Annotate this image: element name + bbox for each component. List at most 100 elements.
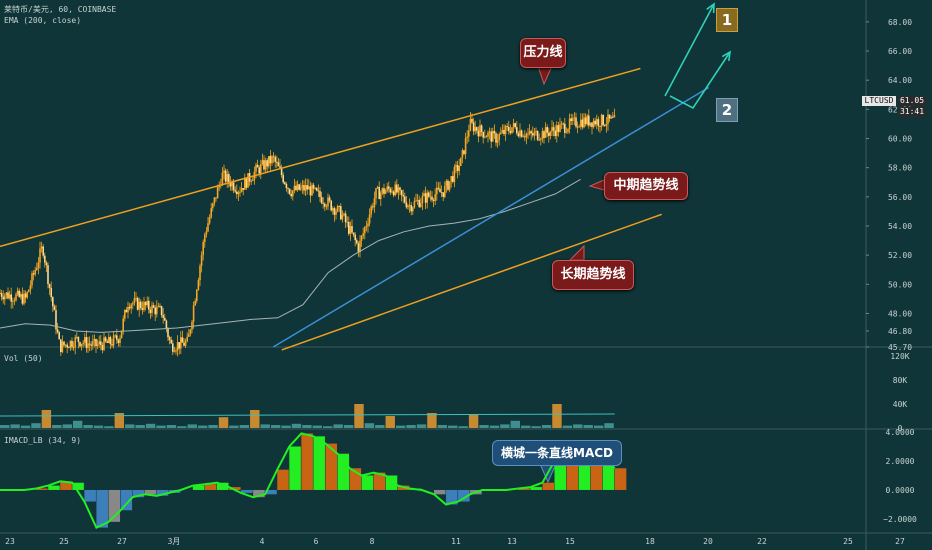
candle-body [12,300,14,302]
candle-body [125,309,128,313]
macd-bar [578,449,591,490]
candle-body [607,114,609,124]
candle-body [268,156,270,167]
macd-bar [361,475,374,490]
candle-body [183,342,185,346]
candle-body [160,306,163,316]
candle-body [180,337,182,349]
candle-body [279,166,281,168]
candle-body [293,185,296,191]
time-tick-label: 11 [451,537,461,546]
candle-body [100,341,102,346]
volume-bar [302,425,312,428]
candle-body [127,307,129,313]
candle-body [208,217,211,224]
candle-body [580,119,582,127]
candle-body [474,127,476,132]
candle-body [239,191,241,193]
candle-body [80,343,83,347]
price-tick-label: 45.70 [888,343,912,352]
candle-body [602,114,604,126]
candle-body [117,339,120,344]
volume-bar [114,413,125,428]
candle-body [346,221,348,223]
candle-body [576,126,579,128]
macd-bar [192,485,205,490]
candle-body [52,297,54,307]
candle-body [519,130,521,137]
candle-body [285,184,288,189]
scenario-2-arrow-head [721,50,732,62]
candle-body [554,130,556,137]
candle-body [378,187,380,200]
candle-body [40,246,43,249]
candle-body [256,164,259,168]
candle-body [408,205,411,206]
candle-body [199,265,201,281]
candle-body [487,132,489,137]
candle-body [63,341,65,346]
scenario-1-arrow-head [706,2,715,14]
candle-body [530,131,532,134]
candle-body [87,343,89,348]
candle-body [605,123,608,126]
resistance-callout: 压力线 [520,38,566,68]
macd-bar [566,452,579,490]
volume-bar [0,425,10,428]
candle-body [132,303,134,305]
candle-body [501,130,504,133]
candle-body [332,208,334,211]
candle-body [549,131,552,136]
time-tick-label: 23 [5,537,15,546]
candle-body [541,131,544,139]
candle-body [188,334,190,337]
candle-body [96,344,99,346]
volume-bar [541,425,552,428]
time-tick-label: 6 [314,537,319,546]
macd-bar [446,489,458,505]
candle-body [538,139,540,141]
candle-body [272,156,275,158]
candle-body [351,226,353,233]
volume-bar [427,413,437,428]
candle-body [28,289,30,293]
candle-body [543,131,545,138]
candle-body [437,187,440,189]
candle-body [604,125,606,126]
volume-bar [312,425,323,428]
candle-body [370,206,372,215]
candle-body [354,234,356,241]
candle-body [276,161,278,163]
scenario-2-badge: 2 [716,98,738,122]
candle-body [418,199,420,207]
macd-bar [241,489,253,493]
candle-body [64,344,67,346]
candle-body [56,329,59,333]
candle-body [495,133,497,143]
candle-body [600,114,603,127]
time-tick-label: 3月 [168,537,181,546]
macd-bar [84,489,96,502]
candle-body [405,202,408,208]
price-tick-label: 60.00 [888,135,912,144]
candle-body [544,127,547,138]
candle-body [221,172,224,186]
candle-body [255,164,257,172]
candle-body [60,339,62,353]
candle-body [135,297,137,299]
volume-bar [489,425,500,428]
candle-body [47,265,49,285]
volume-bar [166,425,177,428]
candle-body [309,186,312,196]
candle-body [242,188,244,190]
volume-bar [448,425,458,428]
macd-bar [614,468,627,490]
candle-body [596,119,598,125]
volume-bar [20,425,31,428]
candle-body [71,340,73,347]
candle-body [122,318,124,331]
candle-body [207,223,209,232]
volume-tick-label: 120K [890,352,909,361]
price-tag: 61.05 [898,96,926,106]
